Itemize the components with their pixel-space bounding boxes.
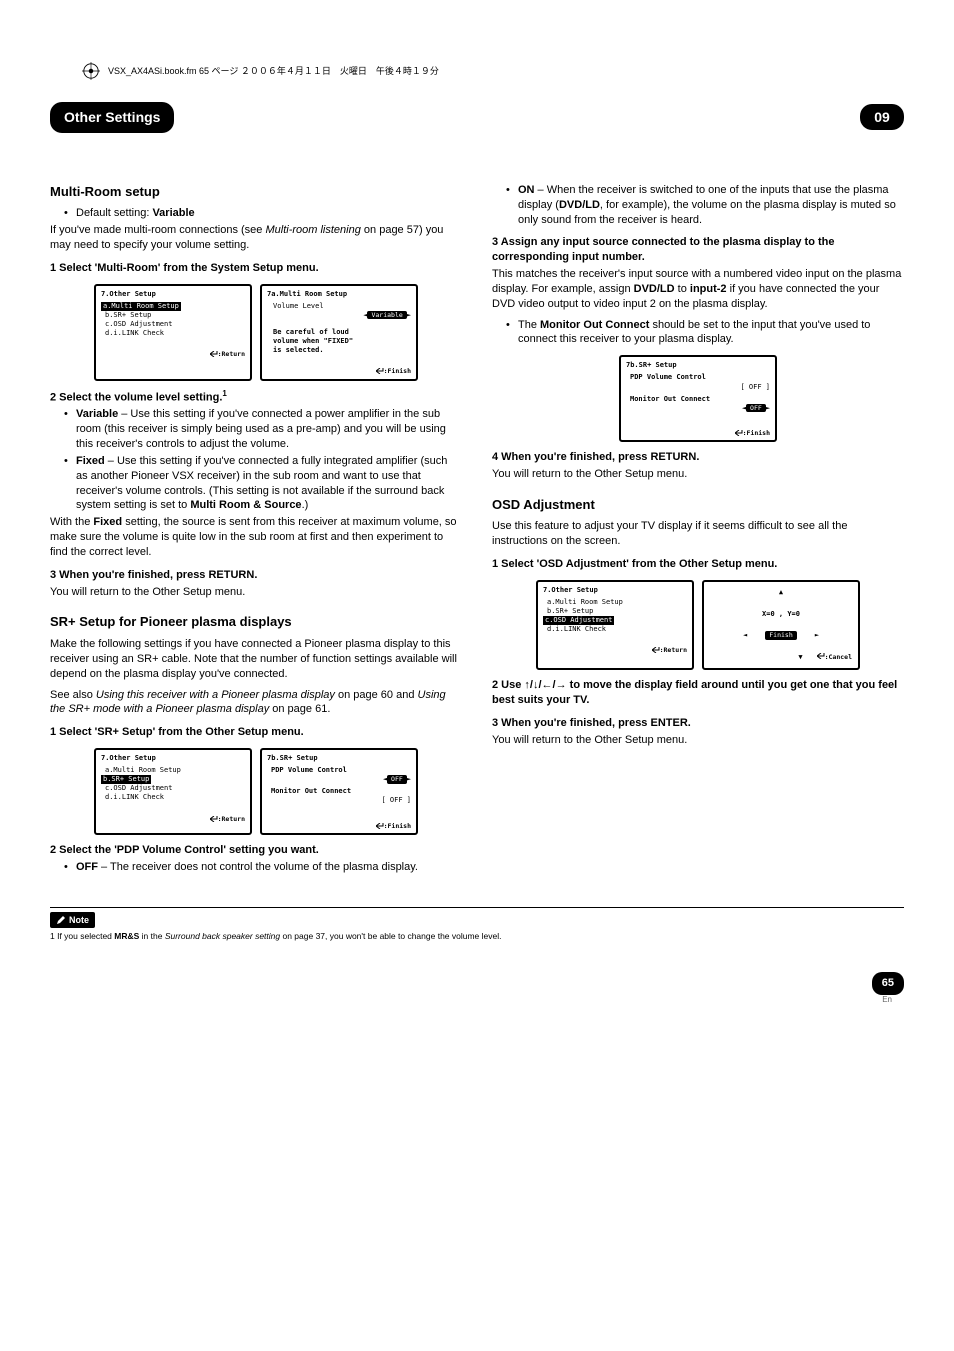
left-arrow-icon: ◄ [743, 631, 747, 640]
step-1-multiroom: 1 Select 'Multi-Room' from the System Se… [50, 261, 462, 276]
osd-srplus-setup-2: 7b.SR+ Setup PDP Volume Control [ OFF ] … [619, 355, 777, 442]
osd-other-setup: 7.Other Setup a.Multi Room Setup b.SR+ S… [94, 284, 252, 381]
page-lang: En [882, 995, 892, 1006]
section-title-multiroom: Multi-Room setup [50, 183, 462, 201]
step-2-arrows: 2 Use ↑/↓/←/→ to move the display field … [492, 678, 904, 708]
assign-text: This matches the receiver's input source… [492, 267, 904, 312]
osd-other-setup-3: 7.Other Setup a.Multi Room Setup b.SR+ S… [536, 580, 694, 670]
arrow-icons: ↑/↓/←/→ [524, 679, 566, 691]
fixed-warning: With the Fixed setting, the source is se… [50, 515, 462, 560]
note-label: Note [50, 912, 95, 928]
step-3-enter: 3 When you're finished, press ENTER. [492, 716, 904, 731]
step-4-return: 4 When you're finished, press RETURN. [492, 450, 904, 465]
right-column: •ON – When the receiver is switched to o… [492, 183, 904, 877]
pencil-icon [56, 915, 66, 925]
note-section: Note 1 If you selected MR&S in the Surro… [50, 907, 904, 943]
coord-value: X=0 , Y=0 [762, 610, 800, 619]
osd-multiroom-setup: 7a.Multi Room Setup Volume Level ◄Variab… [260, 284, 418, 381]
osd-other-setup-2: 7.Other Setup a.Multi Room Setup b.SR+ S… [94, 748, 252, 835]
srplus-seealso: See also Using this receiver with a Pion… [50, 688, 462, 718]
page-number: 65 [872, 972, 904, 995]
book-ref-text: VSX_AX4ASi.book.fm 65 ページ ２００６年４月１１日 火曜日… [108, 65, 439, 77]
return-text-2: You will return to the Other Setup menu. [492, 467, 904, 482]
default-label: Default setting: [76, 207, 152, 219]
step-3-return: 3 When you're finished, press RETURN. [50, 568, 462, 583]
fixed-option: •Fixed – Use this setting if you've conn… [50, 454, 462, 513]
default-value: Variable [152, 207, 194, 219]
step-1-osd: 1 Select 'OSD Adjustment' from the Other… [492, 557, 904, 572]
chapter-title: Other Settings [50, 102, 174, 133]
osd-intro: Use this feature to adjust your TV displ… [492, 519, 904, 549]
up-arrow-icon: ▲ [779, 588, 783, 597]
srplus-intro: Make the following settings if you have … [50, 637, 462, 682]
chapter-header: Other Settings 09 [50, 102, 904, 133]
section-title-osd: OSD Adjustment [492, 496, 904, 514]
book-ref: VSX_AX4ASi.book.fm 65 ページ ２００６年４月１１日 火曜日… [50, 60, 904, 82]
return-text: You will return to the Other Setup menu. [50, 585, 462, 600]
on-option: •ON – When the receiver is switched to o… [492, 183, 904, 228]
left-column: Multi-Room setup • Default setting: Vari… [50, 183, 462, 877]
variable-option: •Variable – Use this setting if you've c… [50, 407, 462, 452]
chapter-number: 09 [860, 104, 904, 130]
step-3-assign: 3 Assign any input source connected to t… [492, 235, 904, 265]
step-1-srplus: 1 Select 'SR+ Setup' from the Other Setu… [50, 725, 462, 740]
step-2-pdp: 2 Select the 'PDP Volume Control' settin… [50, 843, 462, 858]
footnote-ref: 1 [222, 389, 226, 398]
multiroom-intro: If you've made multi-room connections (s… [50, 223, 462, 253]
finish-button: Finish [765, 631, 796, 640]
section-title-srplus: SR+ Setup for Pioneer plasma displays [50, 613, 462, 631]
return-text-3: You will return to the Other Setup menu. [492, 733, 904, 748]
step-2-volume: 2 Select the volume level setting.1 [50, 389, 462, 406]
monitor-out-note: •The Monitor Out Connect should be set t… [492, 318, 904, 348]
osd-srplus-setup: 7b.SR+ Setup PDP Volume Control ◄OFF► Mo… [260, 748, 418, 835]
off-option: •OFF – The receiver does not control the… [50, 860, 462, 875]
default-setting: • Default setting: Variable [50, 206, 462, 221]
footnote-text: 1 If you selected MR&S in the Surround b… [50, 931, 904, 942]
reg-mark-icon [80, 60, 102, 82]
right-arrow-icon: ► [815, 631, 819, 640]
osd-adjustment-box: ▲ X=0 , Y=0 ◄Finish► ▼:Cancel [702, 580, 860, 670]
down-arrow-icon: ▼ [798, 653, 802, 662]
